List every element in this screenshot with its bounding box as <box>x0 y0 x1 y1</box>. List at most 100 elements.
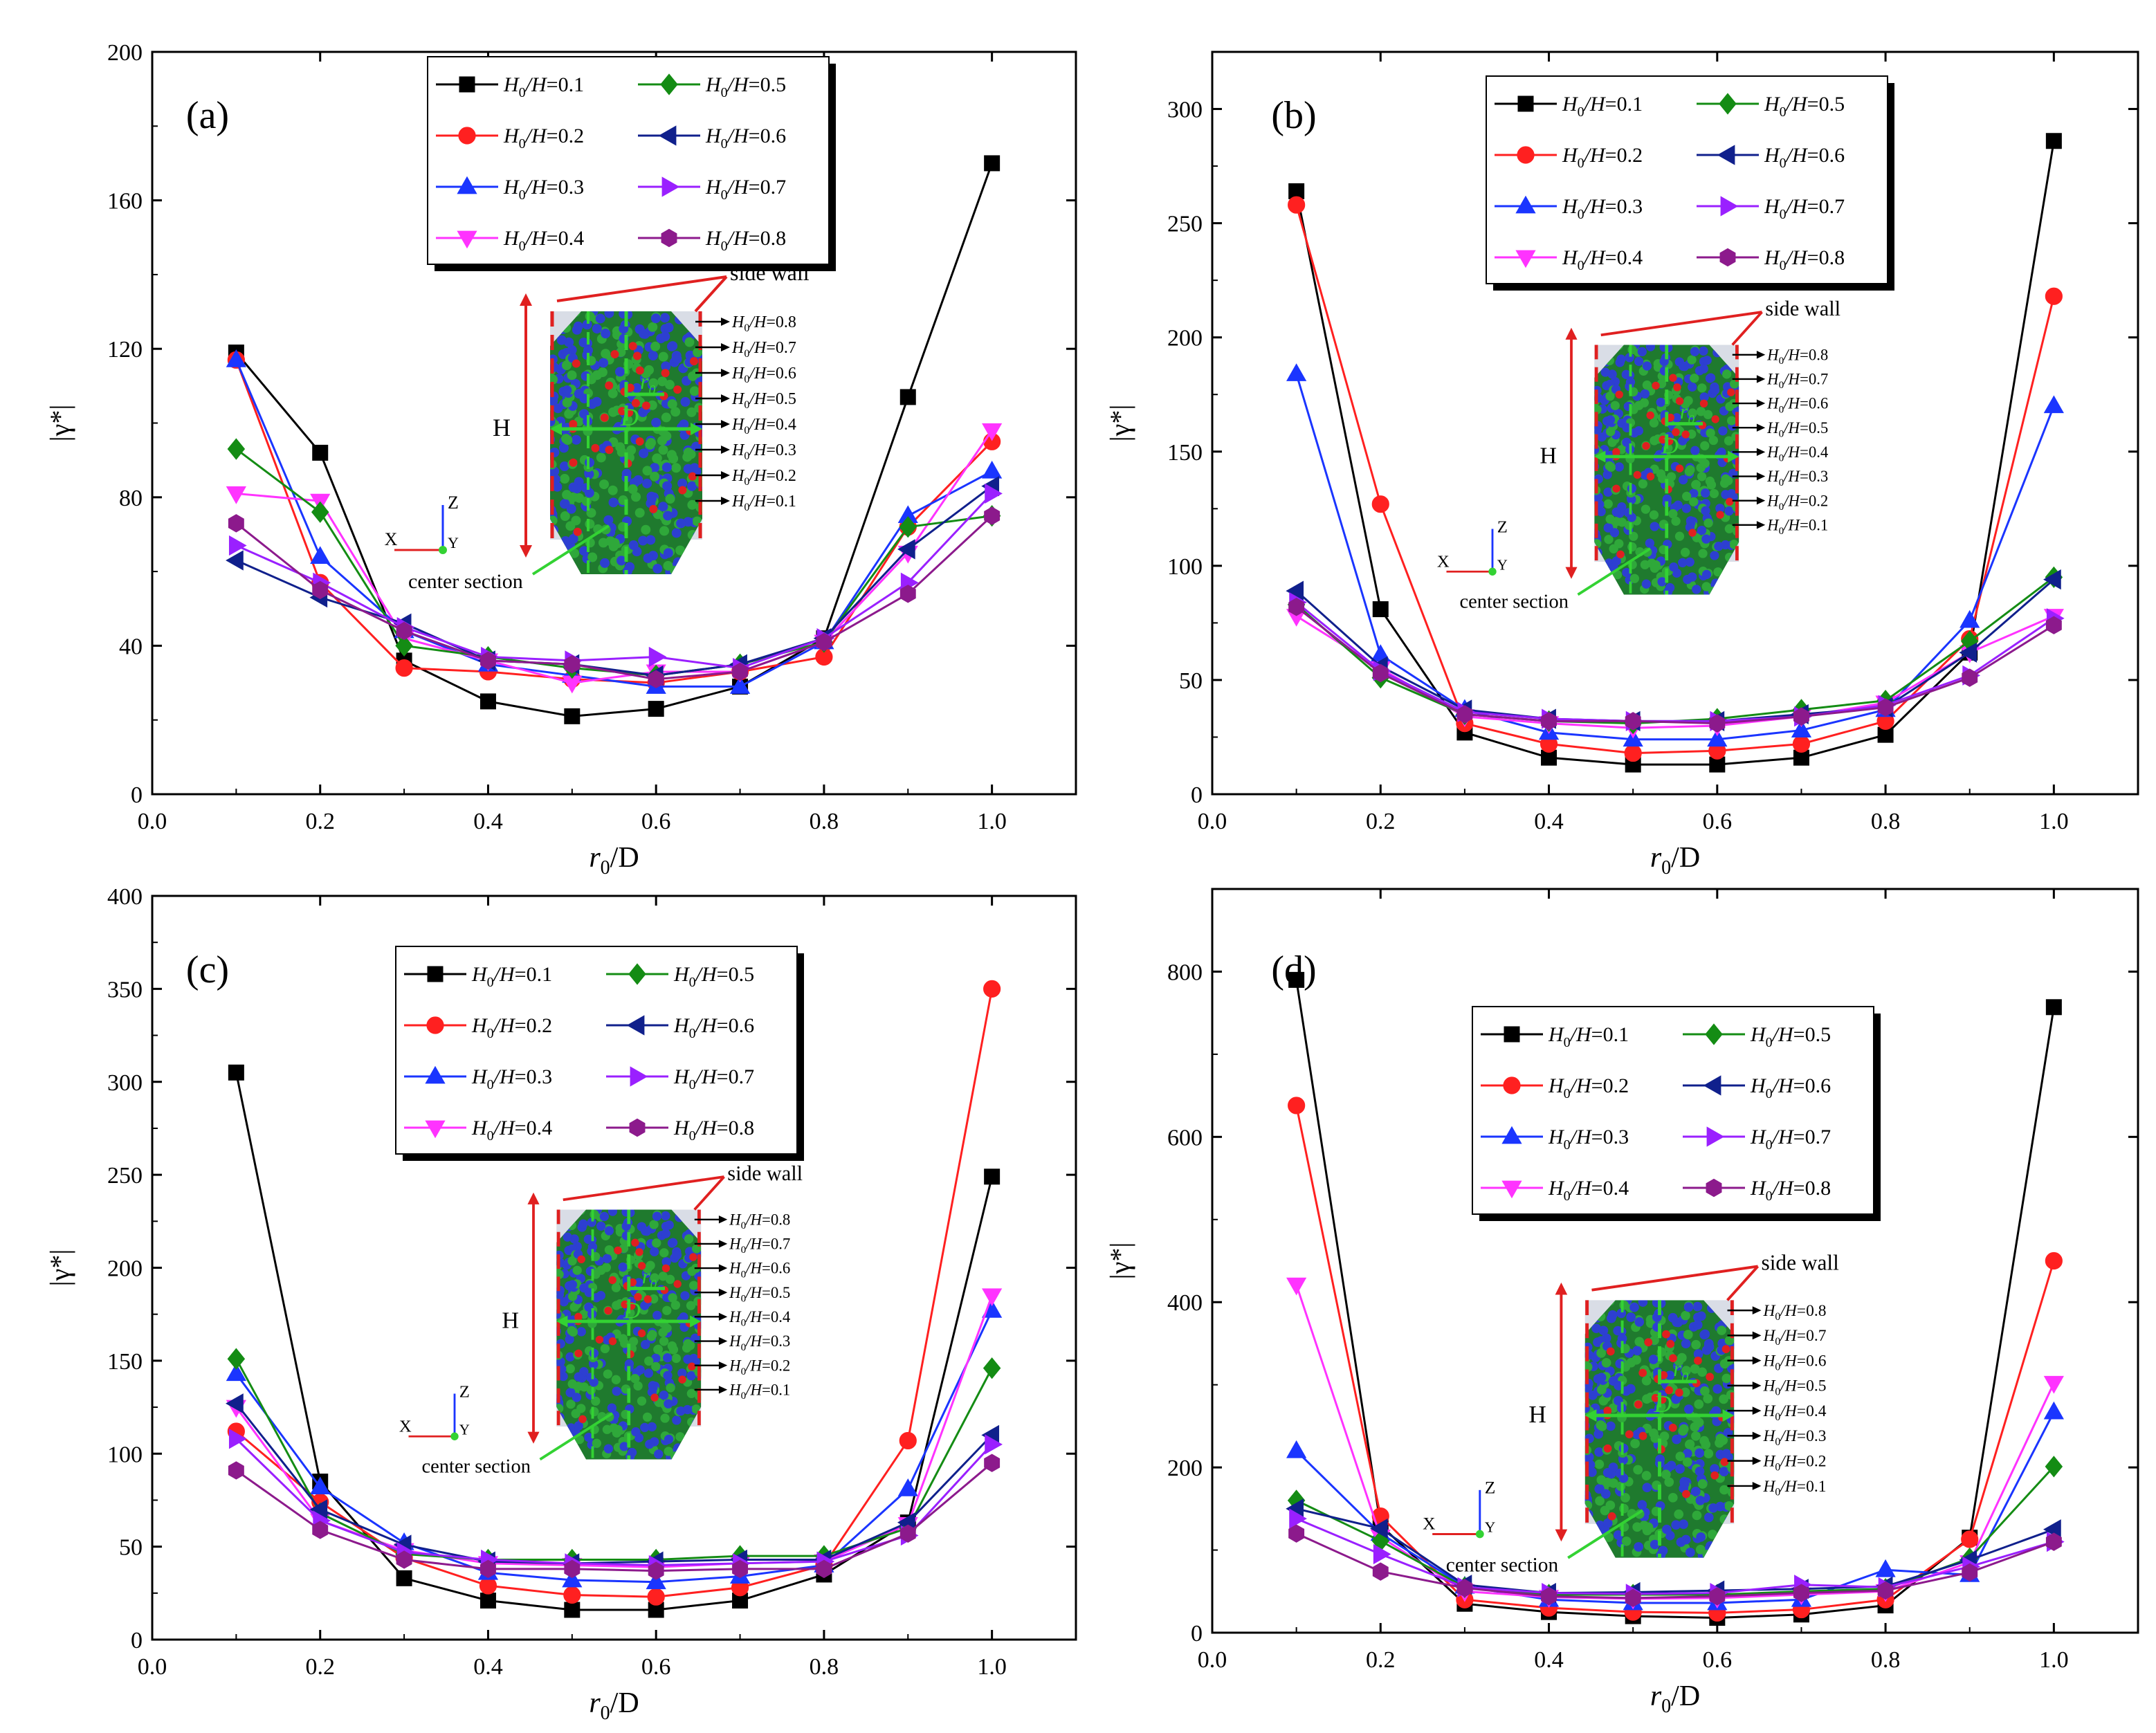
particle <box>664 380 675 390</box>
legend-infix: /H <box>695 1117 718 1139</box>
data-point <box>984 1168 1001 1185</box>
legend-sub: 0 <box>1780 104 1787 120</box>
particle <box>1629 1302 1639 1312</box>
legend-infix: /H <box>493 1117 516 1139</box>
legend-H: H <box>1562 246 1579 269</box>
legend-H: H <box>1548 1074 1565 1097</box>
particle <box>642 478 652 488</box>
level-infix: /H <box>744 1236 762 1253</box>
data-point <box>2043 569 2061 590</box>
y-tick-label: 300 <box>107 1070 143 1096</box>
particle <box>1596 1475 1607 1485</box>
series-line <box>1296 1507 2054 1595</box>
legend-sub: 0 <box>689 1077 696 1092</box>
particle <box>675 1432 685 1442</box>
level-eq: = <box>766 467 776 485</box>
particle <box>1596 506 1606 517</box>
particle <box>1679 1479 1690 1489</box>
particle <box>1701 534 1711 544</box>
particle <box>1641 579 1652 589</box>
particle <box>1627 484 1637 493</box>
particle <box>1605 514 1615 524</box>
particle <box>689 386 700 396</box>
particle <box>608 407 619 417</box>
legend-value: 0.4 <box>1617 246 1643 269</box>
height-arrowhead <box>1555 1529 1568 1542</box>
height-label: H <box>502 1308 519 1334</box>
particle <box>1669 562 1679 572</box>
particle <box>1695 1496 1706 1505</box>
particle <box>652 453 662 464</box>
level-infix: /H <box>748 441 767 459</box>
legend-infix: /H <box>1771 1074 1795 1097</box>
particle <box>671 463 682 473</box>
level-arrowhead <box>718 1386 728 1394</box>
panel-d: 0.0 0.2 0.4 0.6 0.8 1.00200400600800r0/D|γ*|(… <box>1104 888 2139 1717</box>
particle <box>1634 1317 1645 1327</box>
particle <box>1605 415 1616 425</box>
particle <box>560 474 570 484</box>
legend-H: H <box>1548 1023 1565 1046</box>
data-point <box>1793 1584 1809 1602</box>
x-tick-label: 0.6 <box>641 1654 671 1680</box>
particle <box>585 311 595 322</box>
particle <box>620 1339 630 1348</box>
x-axis-label: r0/D <box>589 1687 639 1724</box>
particle <box>1729 563 1739 573</box>
tracer-particle <box>1606 1347 1615 1356</box>
legend-sub: 0 <box>1578 104 1584 120</box>
particle <box>648 351 658 361</box>
level-H: H <box>731 365 745 383</box>
legend-label: H0/H=0.6 <box>1764 144 1845 171</box>
legend-label: H0/H=0.7 <box>705 176 786 203</box>
level-eq: = <box>766 493 776 511</box>
particle <box>1625 377 1636 387</box>
level-eq: = <box>766 365 776 383</box>
x-label-tail: /D <box>1671 1680 1700 1712</box>
data-point <box>2045 1456 2063 1478</box>
legend-eq: = <box>1793 1177 1805 1200</box>
particle <box>1717 1542 1727 1552</box>
particle <box>1678 558 1688 568</box>
radius-r: r <box>642 1265 650 1288</box>
particle <box>658 502 668 512</box>
particle <box>611 1375 621 1384</box>
particle <box>1700 459 1710 468</box>
y-tick-label: 250 <box>1167 212 1203 237</box>
particle <box>657 376 668 387</box>
level-infix: /H <box>744 1308 762 1326</box>
particle <box>1650 522 1659 531</box>
level-infix: /H <box>744 1357 762 1374</box>
legend-H: H <box>1764 246 1781 269</box>
particle <box>695 376 702 386</box>
legend-H: H <box>503 125 520 147</box>
particle <box>652 1238 661 1248</box>
legend-box <box>1472 1006 1874 1215</box>
tracer-particle <box>610 350 619 359</box>
particle <box>691 1436 702 1446</box>
particle <box>1682 1449 1692 1458</box>
tracer-particle <box>1706 1373 1715 1382</box>
data-point <box>227 438 246 460</box>
level-H: H <box>729 1381 742 1398</box>
legend-sub: 0 <box>1766 1086 1773 1101</box>
data-point <box>1289 1508 1307 1529</box>
data-point <box>899 516 917 538</box>
legend-H: H <box>503 227 520 250</box>
legend-sub: 0 <box>721 136 728 152</box>
level-infix: /H <box>744 1211 762 1228</box>
particle <box>1683 1330 1693 1340</box>
data-point <box>1961 1530 1979 1548</box>
data-point <box>648 646 667 668</box>
y-tick-label: 80 <box>119 486 143 511</box>
legend-H: H <box>1548 1126 1565 1148</box>
particle <box>1617 517 1627 527</box>
particle <box>1721 1449 1732 1459</box>
level-eq: = <box>1797 1453 1806 1471</box>
legend-label: H0/H=0.3 <box>1562 195 1643 222</box>
tracer-particle <box>1668 1423 1677 1432</box>
data-point <box>1372 1562 1389 1581</box>
level-label: H0/H=0.5 <box>729 1284 790 1305</box>
level-arrowhead <box>1752 1382 1762 1390</box>
legend-marker <box>427 966 444 982</box>
